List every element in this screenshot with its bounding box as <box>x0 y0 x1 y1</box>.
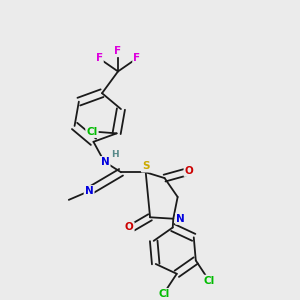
Text: Cl: Cl <box>86 127 98 137</box>
Text: S: S <box>142 161 149 172</box>
Text: Cl: Cl <box>203 276 214 286</box>
Text: Cl: Cl <box>158 289 169 299</box>
Text: F: F <box>114 46 122 56</box>
Text: F: F <box>96 53 103 63</box>
Text: F: F <box>133 53 140 63</box>
Text: N: N <box>176 214 185 224</box>
Text: N: N <box>101 157 110 167</box>
Text: O: O <box>125 222 134 233</box>
Text: H: H <box>111 150 119 159</box>
Text: N: N <box>85 186 94 196</box>
Text: O: O <box>184 166 193 176</box>
